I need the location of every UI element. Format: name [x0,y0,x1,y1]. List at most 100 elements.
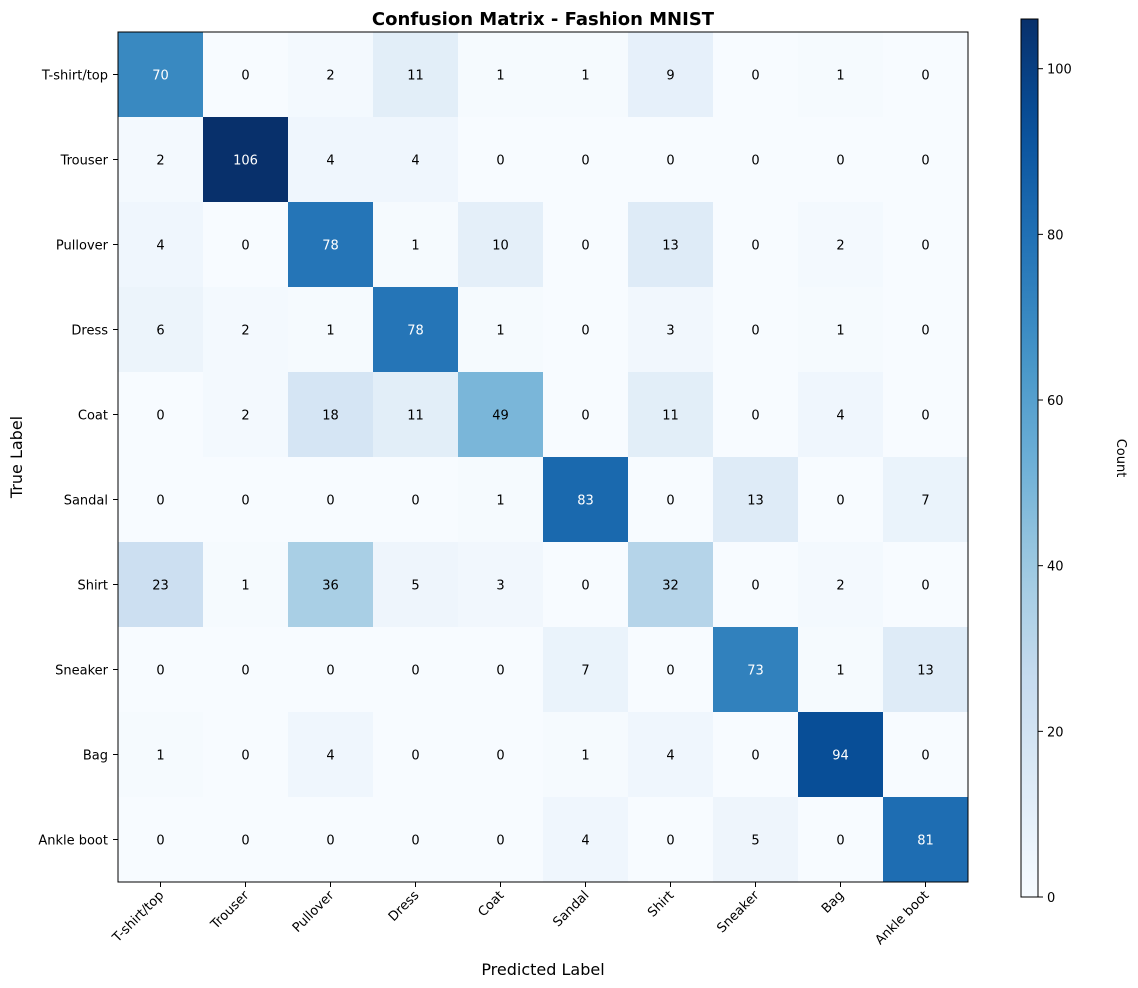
heatmap-cell [543,372,629,458]
cell-value-label: 73 [747,664,764,679]
cell-value-label: 4 [156,239,164,254]
cell-value-label: 0 [496,664,504,679]
cell-value-label: 13 [917,664,934,679]
cell-value-label: 0 [836,154,844,169]
heatmap-cell [543,117,629,203]
heatmap-cell [543,287,629,373]
heatmap-cell [543,712,629,798]
cell-value-label: 23 [152,579,169,594]
cell-value-label: 78 [407,324,424,339]
heatmap-cell [373,32,459,118]
heatmap-cell [288,372,374,458]
cell-value-label: 36 [322,579,339,594]
heatmap-cell [543,797,629,883]
y-tick-label: Coat [78,409,108,424]
cell-value-label: 0 [666,664,674,679]
cell-value-label: 32 [662,579,679,594]
cell-value-label: 2 [326,69,334,84]
heatmap-cell [373,202,459,288]
heatmap-cell [458,627,544,713]
heatmap-cell [458,712,544,798]
cell-value-label: 0 [411,664,419,679]
heatmap-cell [288,542,374,628]
y-tick-label: Pullover [56,239,109,254]
colorbar-tick-label: 100 [1047,63,1072,78]
cell-value-label: 1 [581,749,589,764]
heatmap-cell [628,117,714,203]
cell-value-label: 4 [836,409,844,424]
x-tick-label: Dress [386,888,423,925]
cell-value-label: 11 [407,409,424,424]
heatmap-cell [798,372,884,458]
heatmap-cell [203,627,289,713]
heatmap-cell [543,32,629,118]
cell-value-label: 2 [241,324,249,339]
heatmap-cell [118,32,204,118]
cell-value-label: 1 [836,664,844,679]
cell-value-label: 0 [666,154,674,169]
cell-value-label: 0 [836,494,844,509]
cell-value-label: 0 [241,834,249,849]
heatmap-cell [458,542,544,628]
cell-value-label: 83 [577,494,594,509]
cell-value-label: 0 [921,154,929,169]
heatmap-cell [798,627,884,713]
heatmap-cell [628,32,714,118]
heatmap-cell [458,457,544,543]
heatmap-cell [118,627,204,713]
heatmap-cell [288,712,374,798]
heatmap-cell [203,542,289,628]
heatmap-cell [373,797,459,883]
colorbar [1020,18,1039,898]
heatmap-cell [288,202,374,288]
heatmap-cell [543,627,629,713]
cell-value-label: 70 [152,69,169,84]
colorbar-tick-label: 40 [1047,560,1064,575]
cell-value-label: 0 [751,409,759,424]
heatmap-cell [883,202,969,288]
colorbar-label: Count [1113,439,1128,478]
heatmap-cell [203,372,289,458]
heatmap-cell [628,287,714,373]
heatmap-cell [203,117,289,203]
heatmap-cell [373,627,459,713]
y-tick-label: Ankle boot [38,834,108,849]
cell-value-label: 4 [326,154,334,169]
heatmap-cell [288,287,374,373]
cell-value-label: 0 [921,239,929,254]
cell-value-label: 0 [666,494,674,509]
cell-value-label: 0 [411,834,419,849]
colorbar-tick-label: 60 [1047,394,1064,409]
cell-value-label: 0 [666,834,674,849]
cell-value-label: 0 [411,494,419,509]
heatmap-cell [118,797,204,883]
cell-value-label: 18 [322,409,339,424]
cell-value-label: 1 [496,324,504,339]
heatmap-cell [203,202,289,288]
heatmap-cell [713,797,799,883]
heatmap-cell [883,797,969,883]
heatmap-cell [713,287,799,373]
heatmap-cell [883,287,969,373]
cell-value-label: 11 [662,409,679,424]
heatmap-cell [118,117,204,203]
heatmap-cell [798,202,884,288]
cell-value-label: 4 [666,749,674,764]
heatmap-cell [713,372,799,458]
cell-value-label: 0 [581,239,589,254]
heatmap-cell [118,202,204,288]
cell-value-label: 0 [751,154,759,169]
heatmap-cell [288,627,374,713]
cell-value-label: 7 [581,664,589,679]
heatmap-cell [288,117,374,203]
colorbar-tick-label: 0 [1047,891,1055,906]
cell-value-label: 0 [326,494,334,509]
heatmap-cell [713,712,799,798]
y-tick-label: Shirt [77,579,108,594]
cell-value-label: 1 [156,749,164,764]
heatmap-cell [203,32,289,118]
y-axis-ticks: T-shirt/top Trouser Pullover Dress Coat Sanda… [38,69,118,849]
cell-value-label: 0 [581,409,589,424]
heatmap-cell [373,372,459,458]
